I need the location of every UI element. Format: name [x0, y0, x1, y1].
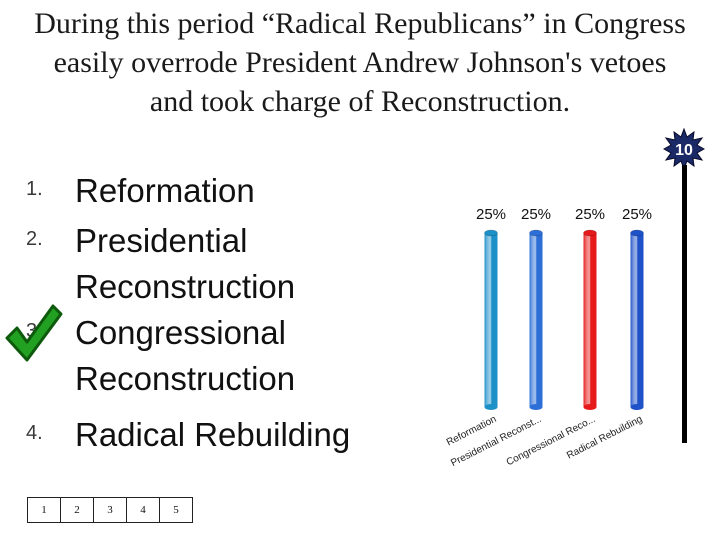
answer-number: 1.	[26, 178, 43, 200]
question-line: and took charge of Reconstruction.	[149, 85, 571, 118]
countdown-value: 10	[675, 142, 693, 159]
question-text: During this period “Radical Republicans”…	[0, 4, 720, 121]
answer-label: Radical Rebuilding	[75, 416, 351, 453]
keypad-key-4[interactable]: 4	[126, 497, 159, 523]
chart-category-label: Congressional Reco...	[505, 414, 598, 468]
keypad-key-3[interactable]: 3	[93, 497, 126, 523]
response-chart: 25% Reformation 25% Presidential Reconst...…	[444, 195, 680, 515]
chart-bar-highlight	[529, 233, 543, 407]
chart-bar-highlight	[583, 233, 597, 407]
answer-label: Reconstruction	[75, 268, 296, 305]
answer-number: 4.	[26, 422, 43, 444]
keypad-key-5[interactable]: 5	[159, 497, 193, 523]
answer-label: Reformation	[75, 172, 255, 209]
keypad-key-1[interactable]: 1	[27, 497, 60, 523]
chart-value-label: 25%	[521, 206, 551, 223]
answer-label: Congressional	[75, 314, 286, 351]
answer-number: 2.	[26, 228, 43, 250]
answer-label: Presidential	[75, 222, 248, 259]
chart-bar-bottom	[484, 404, 498, 410]
chart-bar-bottom	[630, 404, 644, 410]
question-line: easily overrode President Andrew Johnson…	[53, 46, 667, 79]
keypad-key-2[interactable]: 2	[60, 497, 93, 523]
chart-value-label: 25%	[575, 206, 605, 223]
checkmark-icon	[5, 304, 63, 362]
question-line: During this period “Radical Republicans”…	[34, 7, 686, 40]
chart-bar-top	[529, 229, 543, 237]
starburst-icon: 10	[663, 128, 705, 170]
chart-bar-bottom	[583, 404, 597, 410]
chart-bar-top	[484, 229, 498, 237]
keypad: 1 2 3 4 5	[27, 497, 193, 523]
chart-bar-highlight	[630, 233, 644, 407]
chart-value-label: 25%	[476, 206, 506, 223]
chart-bar-bottom	[529, 404, 543, 410]
answer-label: Reconstruction	[75, 360, 296, 397]
chart-bar-top	[630, 229, 644, 237]
chart-bar-top	[583, 229, 597, 237]
chart-bar-highlight	[484, 233, 498, 407]
countdown-timer-bar	[682, 165, 687, 443]
chart-value-label: 25%	[622, 206, 652, 223]
